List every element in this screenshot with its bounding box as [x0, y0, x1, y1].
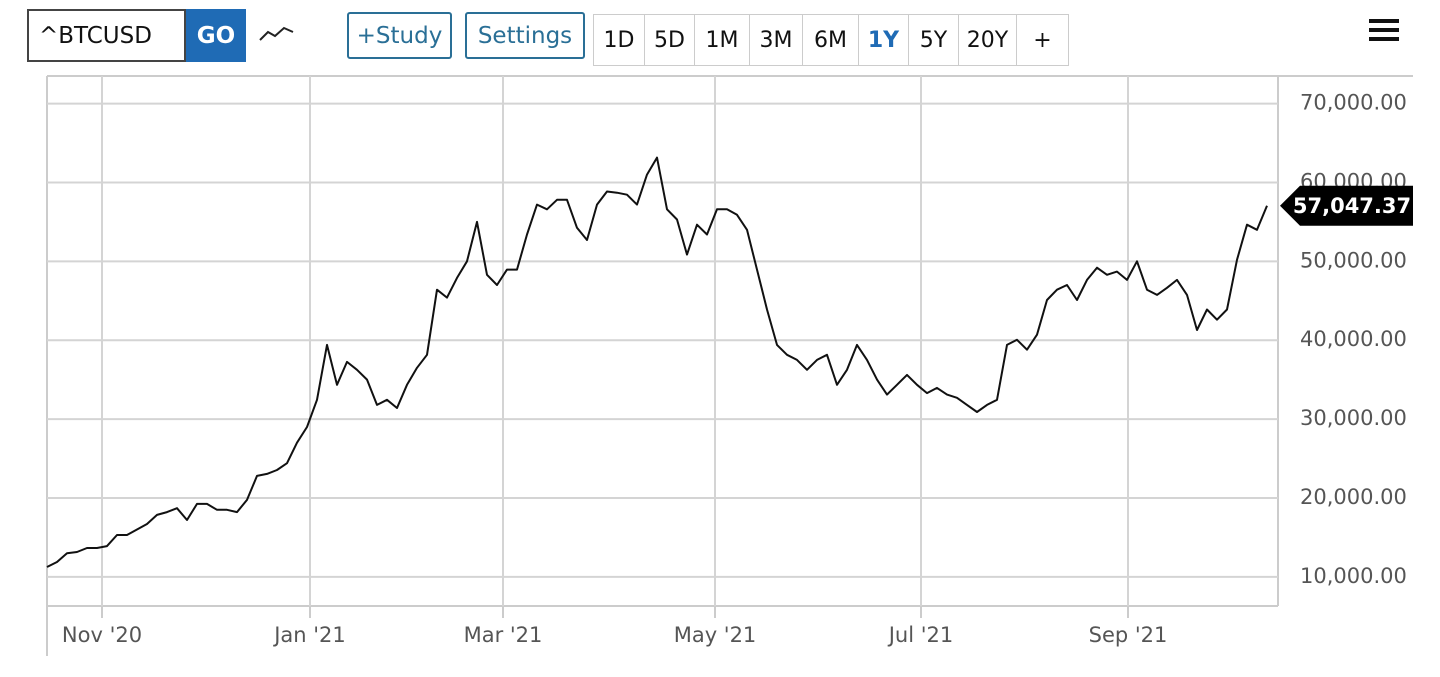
period-button[interactable]: 1M: [694, 15, 749, 65]
y-tick-label: 10,000.00: [1300, 564, 1407, 588]
price-line: [46, 156, 1268, 568]
chart-type-icon[interactable]: [258, 22, 296, 44]
go-button[interactable]: GO: [186, 9, 246, 62]
x-tick-label: Nov '20: [62, 623, 142, 647]
x-tick-label: Mar '21: [464, 623, 543, 647]
x-tick-label: Jul '21: [887, 623, 954, 647]
period-button[interactable]: 5Y: [908, 15, 958, 65]
x-tick-label: Jan '21: [272, 623, 346, 647]
y-tick-label: 40,000.00: [1300, 327, 1407, 351]
period-button[interactable]: 3M: [749, 15, 802, 65]
period-group: 1D 5D 1M 3M 6M 1Y 5Y 20Y +: [593, 14, 1069, 66]
settings-button[interactable]: Settings: [465, 12, 585, 59]
period-button[interactable]: 20Y: [958, 15, 1016, 65]
period-button[interactable]: +: [1016, 15, 1068, 65]
study-button[interactable]: +Study: [347, 12, 452, 59]
y-tick-label: 60,000.00: [1300, 169, 1407, 193]
period-button[interactable]: 1Y: [858, 15, 908, 65]
price-tag: [1280, 185, 1413, 226]
price-tag-label: 57,047.37: [1293, 194, 1411, 218]
menu-icon[interactable]: [1369, 18, 1399, 42]
period-button[interactable]: 6M: [802, 15, 858, 65]
period-button[interactable]: 5D: [644, 15, 694, 65]
y-tick-label: 30,000.00: [1300, 406, 1407, 430]
x-tick-label: May '21: [674, 623, 757, 647]
y-tick-label: 50,000.00: [1300, 248, 1407, 272]
symbol-input[interactable]: ^BTCUSD: [27, 9, 186, 62]
period-button[interactable]: 1D: [603, 27, 635, 53]
toolbar: ^BTCUSD GO +Study Settings 1D 5D 1M 3M 6M 1Y 5…: [0, 0, 1440, 70]
y-tick-label: 70,000.00: [1300, 91, 1407, 115]
y-tick-label: 20,000.00: [1300, 485, 1407, 509]
x-tick-label: Sep '21: [1089, 623, 1168, 647]
